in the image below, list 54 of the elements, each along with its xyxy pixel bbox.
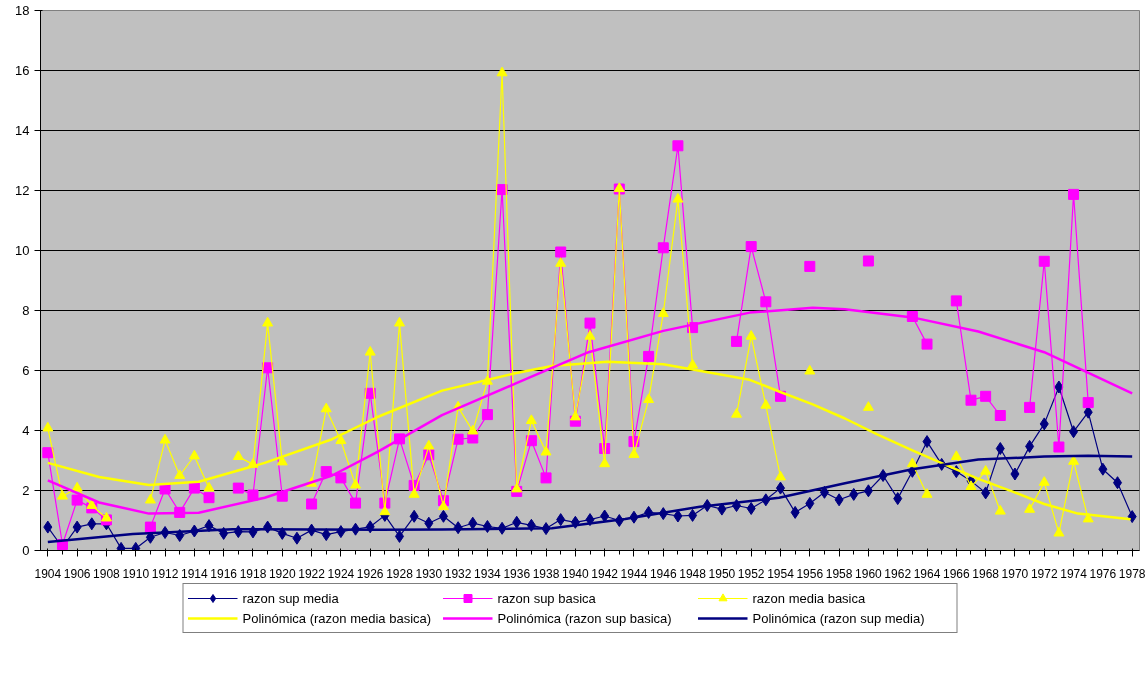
y-tick-label: 8 [22,303,30,318]
x-tick-label: 1958 [825,566,853,581]
x-tick-label: 1944 [620,566,648,581]
legend-label: Polinómica (razon sup basica) [497,610,673,626]
x-tick-label: 1950 [708,566,736,581]
x-tick-label: 1974 [1060,566,1088,581]
x-tick-label: 1926 [356,566,384,581]
x-tick-label: 1968 [972,566,1000,581]
x-tick-label: 1938 [532,566,560,581]
x-tick-label: 1930 [415,566,443,581]
y-tick-label: 2 [22,483,30,498]
x-tick-label: 1946 [649,566,677,581]
x-tick-label: 1972 [1030,566,1058,581]
x-tick-label: 1904 [34,566,62,581]
x-tick-label: 1910 [122,566,150,581]
x-tick-label: 1912 [151,566,179,581]
legend-label: Polinómica (razon sup media) [752,610,926,626]
x-tick-label: 1954 [767,566,795,581]
y-tick-label: 14 [15,123,30,138]
x-tick-label: 1920 [268,566,296,581]
y-tick-label: 4 [22,423,30,438]
x-tick-label: 1962 [884,566,912,581]
x-tick-label: 1970 [1001,566,1029,581]
y-tick-label: 6 [22,363,30,378]
legend-label: Polinómica (razon media basica) [242,610,433,626]
legend-label: razon sup basica [497,590,597,606]
x-tick-label: 1952 [737,566,765,581]
x-tick-label: 1928 [386,566,414,581]
x-tick-label: 1960 [855,566,883,581]
x-tick-label: 1918 [239,566,267,581]
y-tick-label: 12 [15,183,30,198]
x-tick-label: 1916 [210,566,238,581]
x-tick-label: 1948 [679,566,707,581]
x-tick-label: 1932 [444,566,472,581]
x-tick-label: 1936 [503,566,531,581]
y-tick-label: 10 [15,243,30,258]
x-tick-label: 1976 [1089,566,1117,581]
y-tick-label: 16 [15,63,30,78]
x-tick-label: 1934 [474,566,502,581]
x-tick-label: 1940 [562,566,590,581]
x-tick-label: 1942 [591,566,619,581]
x-tick-label: 1978 [1118,566,1146,581]
y-tick-label: 18 [15,3,30,18]
y-tick-label: 0 [22,543,30,558]
x-tick-label: 1908 [93,566,121,581]
x-tick-label: 1924 [327,566,355,581]
x-tick-label: 1966 [942,566,971,581]
x-tick-label: 1956 [796,566,824,581]
x-tick-label: 1922 [298,566,326,581]
x-tick-label: 1914 [181,566,209,581]
x-tick-label: 1964 [913,566,941,581]
legend-label: razon sup media [242,590,340,606]
legend-label: razon media basica [752,590,867,606]
x-tick-label: 1906 [63,566,91,581]
